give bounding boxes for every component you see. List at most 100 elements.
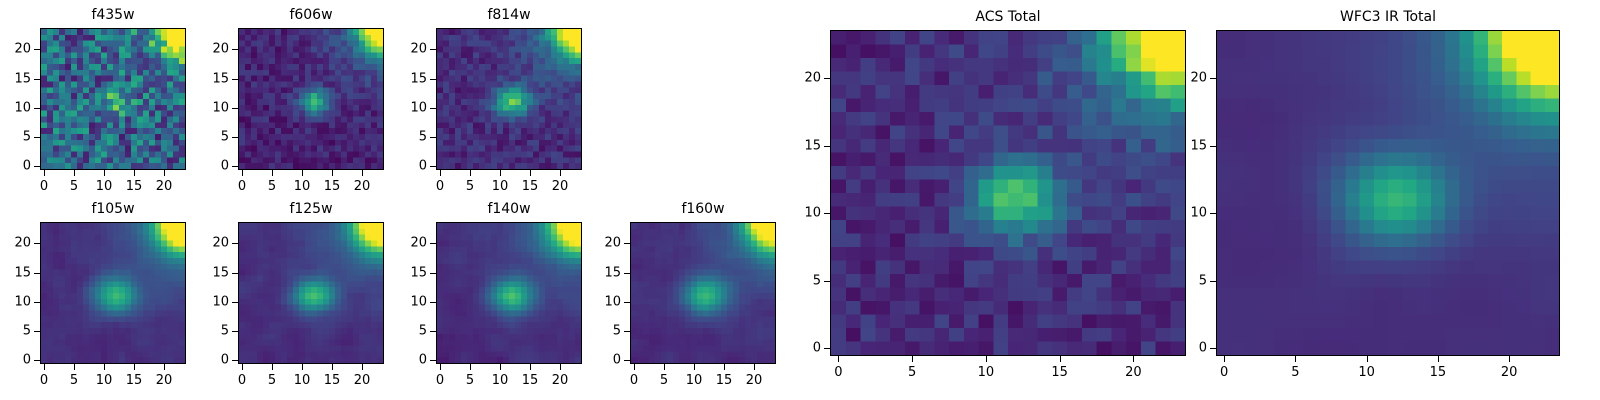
x-tick-mark <box>530 170 531 176</box>
x-tick-label: 15 <box>323 179 341 194</box>
x-tick-label: 0 <box>39 373 49 388</box>
y-tick-label: 0 <box>1198 340 1207 356</box>
x-tick-label: 0 <box>435 373 445 388</box>
x-tick-mark <box>242 170 243 176</box>
x-tick-mark <box>440 364 441 370</box>
x-tick-label: 20 <box>155 179 173 194</box>
y-tick-label: 20 <box>1190 70 1207 86</box>
x-tick-label: 10 <box>95 179 113 194</box>
heatmap-f125w <box>239 223 383 363</box>
y-tick-label: 5 <box>1198 273 1207 289</box>
panel-title-f125w: f125w <box>289 201 333 217</box>
y-tick-mark <box>232 301 238 303</box>
y-tick-mark <box>624 330 630 332</box>
x-tick-mark <box>470 170 471 176</box>
y-tick-mark <box>34 272 40 274</box>
panel-title-wfc3-ir-total: WFC3 IR Total <box>1339 9 1437 25</box>
x-tick-mark <box>560 170 561 176</box>
x-tick-label: 0 <box>435 179 445 194</box>
panel-title-f105w: f105w <box>91 201 135 217</box>
y-tick-label: 5 <box>22 323 31 339</box>
x-tick-label: 20 <box>155 373 173 388</box>
y-tick-label: 20 <box>212 41 229 57</box>
x-tick-label: 0 <box>834 365 843 380</box>
y-tick-mark <box>1210 213 1216 215</box>
x-tick-mark <box>634 364 635 370</box>
y-tick-label: 5 <box>812 273 821 289</box>
y-tick-mark <box>430 360 436 362</box>
y-tick-label: 20 <box>410 41 427 57</box>
y-tick-mark <box>232 49 238 51</box>
panel-title-f160w: f160w <box>681 201 725 217</box>
x-tick-label: 0 <box>39 179 49 194</box>
x-tick-mark <box>332 364 333 370</box>
y-tick-mark <box>430 301 436 303</box>
panel-title-f140w: f140w <box>487 201 531 217</box>
y-tick-label: 15 <box>14 71 31 87</box>
y-tick-mark <box>430 49 436 51</box>
x-tick-mark <box>362 364 363 370</box>
y-tick-mark <box>232 136 238 138</box>
x-tick-mark <box>1366 356 1368 362</box>
y-tick-label: 20 <box>410 235 427 251</box>
y-tick-label: 15 <box>1190 138 1207 154</box>
y-tick-label: 5 <box>22 129 31 145</box>
panel-title-f606w: f606w <box>289 7 333 23</box>
x-tick-label: 20 <box>1500 365 1518 380</box>
y-tick-label: 0 <box>22 158 31 174</box>
y-tick-mark <box>232 107 238 109</box>
y-tick-mark <box>1210 348 1216 350</box>
x-tick-label: 5 <box>465 179 475 194</box>
y-tick-mark <box>824 348 830 350</box>
y-tick-label: 10 <box>804 205 821 221</box>
x-tick-mark <box>754 364 755 370</box>
y-tick-label: 5 <box>220 129 229 145</box>
y-tick-mark <box>232 330 238 332</box>
y-tick-mark <box>232 166 238 168</box>
x-tick-label: 10 <box>685 373 703 388</box>
y-tick-label: 5 <box>220 323 229 339</box>
y-tick-mark <box>34 78 40 80</box>
x-tick-label: 10 <box>491 179 509 194</box>
x-tick-mark <box>470 364 471 370</box>
x-tick-mark <box>1437 356 1439 362</box>
x-tick-label: 15 <box>521 373 539 388</box>
y-tick-mark <box>624 243 630 245</box>
x-tick-mark <box>500 364 501 370</box>
x-tick-label: 10 <box>293 179 311 194</box>
x-tick-mark <box>500 170 501 176</box>
panel-f814w: f814w 0 5 10 15 20 0 5 10 15 20 <box>410 7 582 194</box>
x-tick-label: 15 <box>125 373 143 388</box>
x-tick-mark <box>74 364 75 370</box>
x-tick-mark <box>272 364 273 370</box>
x-tick-mark <box>134 170 135 176</box>
panel-acs-total: ACS Total 0 5 10 15 20 0 5 10 15 20 <box>804 9 1186 380</box>
y-tick-label: 10 <box>212 100 229 116</box>
x-tick-mark <box>302 170 303 176</box>
y-tick-mark <box>824 280 830 282</box>
y-tick-mark <box>1210 280 1216 282</box>
x-tick-mark <box>164 170 165 176</box>
x-tick-label: 15 <box>715 373 733 388</box>
x-tick-label: 5 <box>267 179 277 194</box>
x-tick-mark <box>1295 356 1297 362</box>
x-tick-label: 0 <box>237 179 247 194</box>
panel-f160w: f160w 0 5 10 15 20 0 5 10 15 20 <box>604 201 776 388</box>
y-tick-label: 15 <box>212 265 229 281</box>
y-tick-label: 15 <box>410 265 427 281</box>
y-tick-mark <box>34 166 40 168</box>
x-tick-mark <box>74 170 75 176</box>
y-tick-label: 0 <box>418 158 427 174</box>
x-tick-label: 0 <box>629 373 639 388</box>
x-tick-label: 0 <box>1219 365 1229 380</box>
y-tick-mark <box>34 107 40 109</box>
y-tick-label: 10 <box>212 294 229 310</box>
heatmap-f814w <box>437 29 581 169</box>
x-tick-mark <box>985 356 987 362</box>
y-tick-label: 15 <box>14 265 31 281</box>
x-tick-label: 5 <box>267 373 277 388</box>
panel-title-acs-total: ACS Total <box>975 9 1041 25</box>
panel-title-f435w: f435w <box>91 7 135 23</box>
heatmap-acs-total <box>831 31 1185 355</box>
y-tick-label: 15 <box>212 71 229 87</box>
